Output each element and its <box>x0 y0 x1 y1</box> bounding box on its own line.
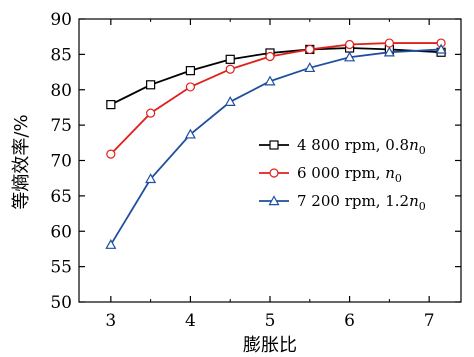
data-point-triangle <box>383 46 395 57</box>
data-point-circle <box>305 44 315 55</box>
legend-label-main: 7 200 rpm, 1.2 <box>297 192 409 210</box>
data-point-square <box>106 100 116 110</box>
y-tick-label: 60 <box>50 222 72 242</box>
series-3 <box>105 43 447 249</box>
data-point-circle <box>269 168 279 178</box>
x-axis-label: 膨胀比 <box>243 335 297 356</box>
legend-label-main: 4 800 rpm, 0.8 <box>297 136 409 154</box>
data-point-circle <box>146 108 156 118</box>
legend-entry-1: 4 800 rpm, 0.8n0 <box>259 136 426 157</box>
y-tick-label: 90 <box>50 10 72 30</box>
legend-label-subscript: 0 <box>395 172 402 185</box>
data-point-triangle <box>264 75 276 86</box>
data-point-circle <box>384 38 394 48</box>
y-tick-label: 80 <box>50 81 72 101</box>
y-axis-label: 等熵效率/% <box>11 114 32 209</box>
axes: 3 4 5 6 7 50 55 60 65 70 75 80 85 90 <box>50 10 462 331</box>
data-point-circle <box>225 64 235 74</box>
data-point-circle <box>106 149 116 159</box>
data-point-triangle <box>268 195 280 206</box>
legend-label-subscript: 0 <box>419 200 426 213</box>
data-point-triangle <box>105 238 117 249</box>
legend-label: 6 000 rpm, n0 <box>297 164 402 185</box>
x-tick-label: 7 <box>424 311 435 331</box>
data-point-square <box>269 140 279 150</box>
legend-label: 4 800 rpm, 0.8n0 <box>297 136 426 157</box>
data-point-triangle <box>304 62 316 73</box>
y-tick-label: 55 <box>50 258 72 278</box>
x-tick-label: 4 <box>185 311 196 331</box>
data-point-square <box>225 54 235 64</box>
data-point-triangle <box>344 51 356 62</box>
data-point-triangle <box>435 43 447 54</box>
series-line <box>110 47 442 106</box>
data-point-circle <box>185 82 196 92</box>
legend-label-subscript: 0 <box>419 144 426 157</box>
y-tick-label: 75 <box>50 116 72 136</box>
y-tick-label: 50 <box>50 293 72 313</box>
data-point-square <box>185 66 196 76</box>
series-1 <box>106 43 446 110</box>
legend-label-main: 6 000 rpm, <box>297 164 385 182</box>
legend-label: 7 200 rpm, 1.2n0 <box>297 192 426 213</box>
data-point-circle <box>265 51 275 62</box>
x-tick-label: 5 <box>265 311 276 331</box>
legend-label-italic: n <box>409 136 419 154</box>
data-point-triangle <box>224 96 236 106</box>
y-tick-label: 65 <box>50 187 72 207</box>
y-tick-label: 70 <box>50 152 72 172</box>
data-point-triangle <box>145 173 157 184</box>
data-point-triangle <box>184 128 196 139</box>
x-tick-label: 3 <box>105 311 116 331</box>
data-point-circle <box>344 39 355 50</box>
legend-label-italic: n <box>409 192 419 210</box>
plot-frame <box>78 18 462 303</box>
series-2 <box>106 38 446 159</box>
series-group <box>105 38 447 249</box>
x-tick-label: 6 <box>344 311 355 331</box>
legend-label-italic: n <box>385 164 395 182</box>
data-point-square <box>146 80 156 90</box>
legend-entry-2: 6 000 rpm, n0 <box>259 164 402 185</box>
y-tick-label: 85 <box>50 45 72 65</box>
legend-entry-3: 7 200 rpm, 1.2n0 <box>259 192 426 213</box>
